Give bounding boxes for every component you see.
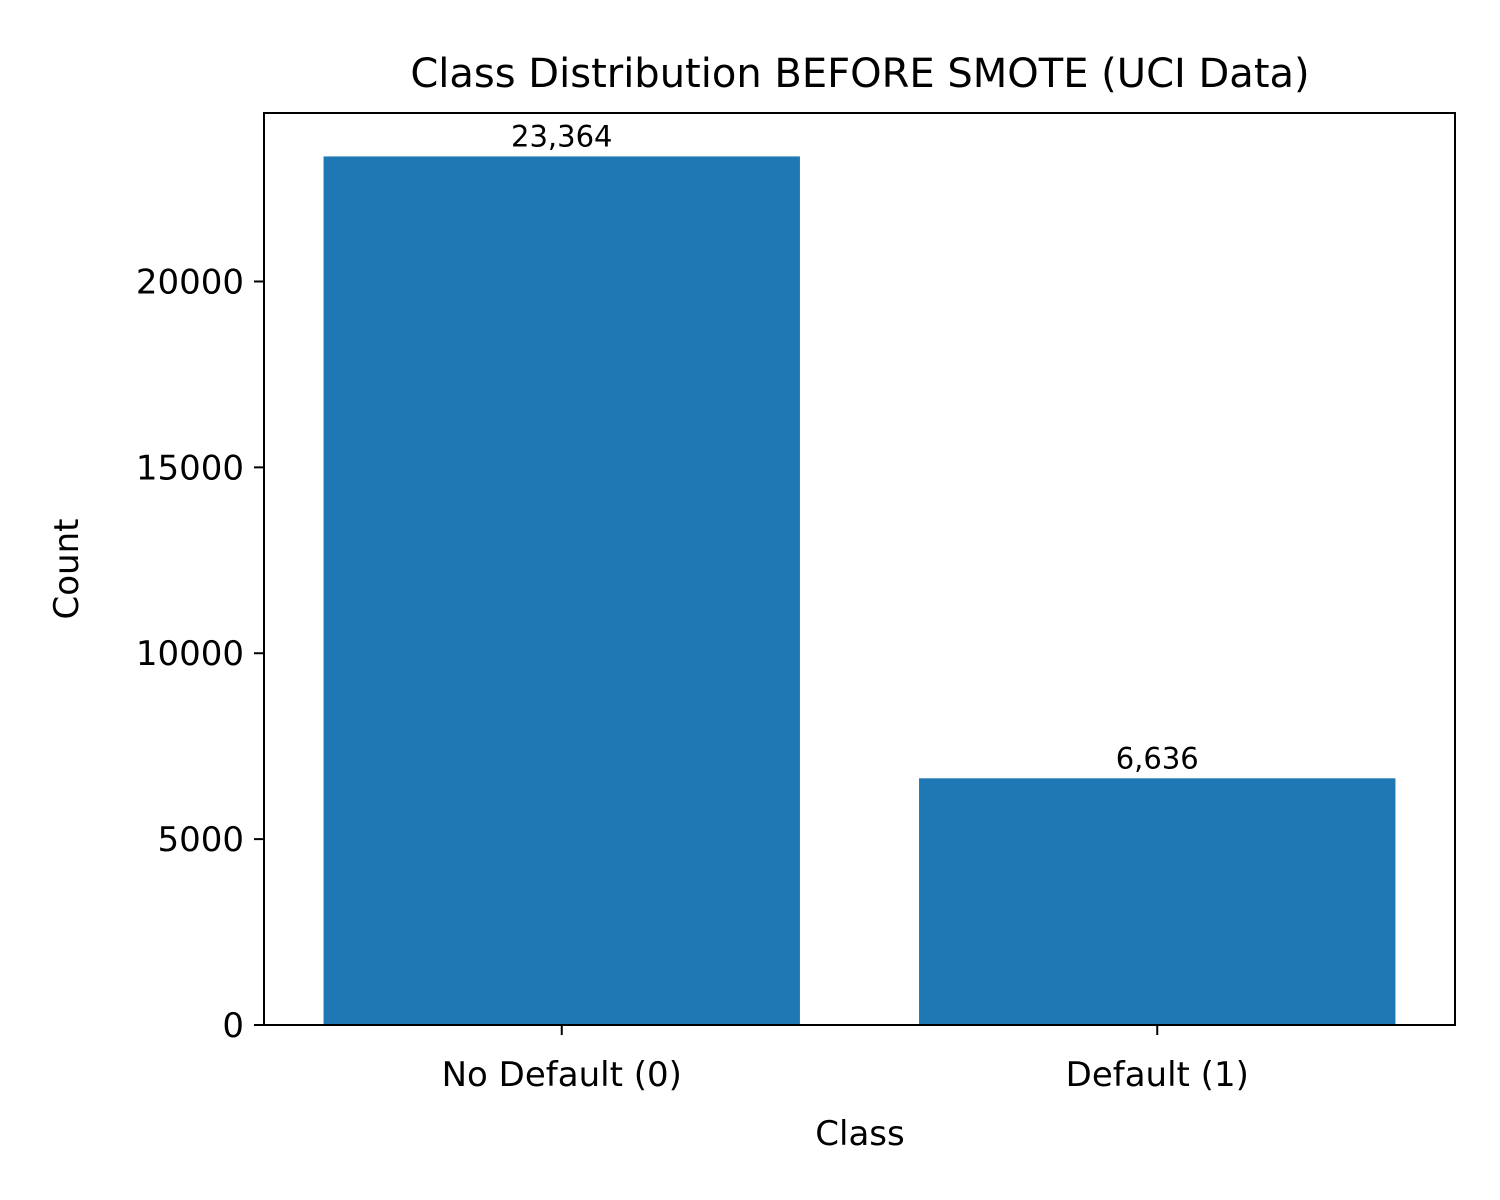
y-tick-label: 10000	[136, 634, 244, 674]
y-axis-ticks: 0 5000 10000 15000 20000	[136, 262, 264, 1046]
bar	[919, 778, 1396, 1025]
y-axis-label: Count	[47, 519, 87, 620]
data-labels-group: 23,364 6,636	[511, 119, 1199, 775]
plot-area-frame	[263, 112, 1456, 1026]
y-tick-label: 5000	[157, 820, 244, 860]
x-tick-label: Default (1)	[1066, 1055, 1249, 1095]
y-tick-label: 15000	[136, 448, 244, 488]
x-axis-label: Class	[815, 1114, 904, 1154]
bar	[323, 156, 800, 1025]
y-tick-label: 20000	[136, 262, 244, 302]
bar-value-label: 23,364	[511, 119, 612, 153]
y-tick-label: 0	[222, 1006, 244, 1046]
x-axis-ticks: No Default (0) Default (1)	[442, 1025, 1249, 1095]
chart-title: Class Distribution BEFORE SMOTE (UCI Dat…	[410, 51, 1309, 97]
x-tick-label: No Default (0)	[442, 1055, 682, 1095]
bar-value-label: 6,636	[1116, 741, 1199, 775]
bars-group	[323, 156, 1396, 1025]
